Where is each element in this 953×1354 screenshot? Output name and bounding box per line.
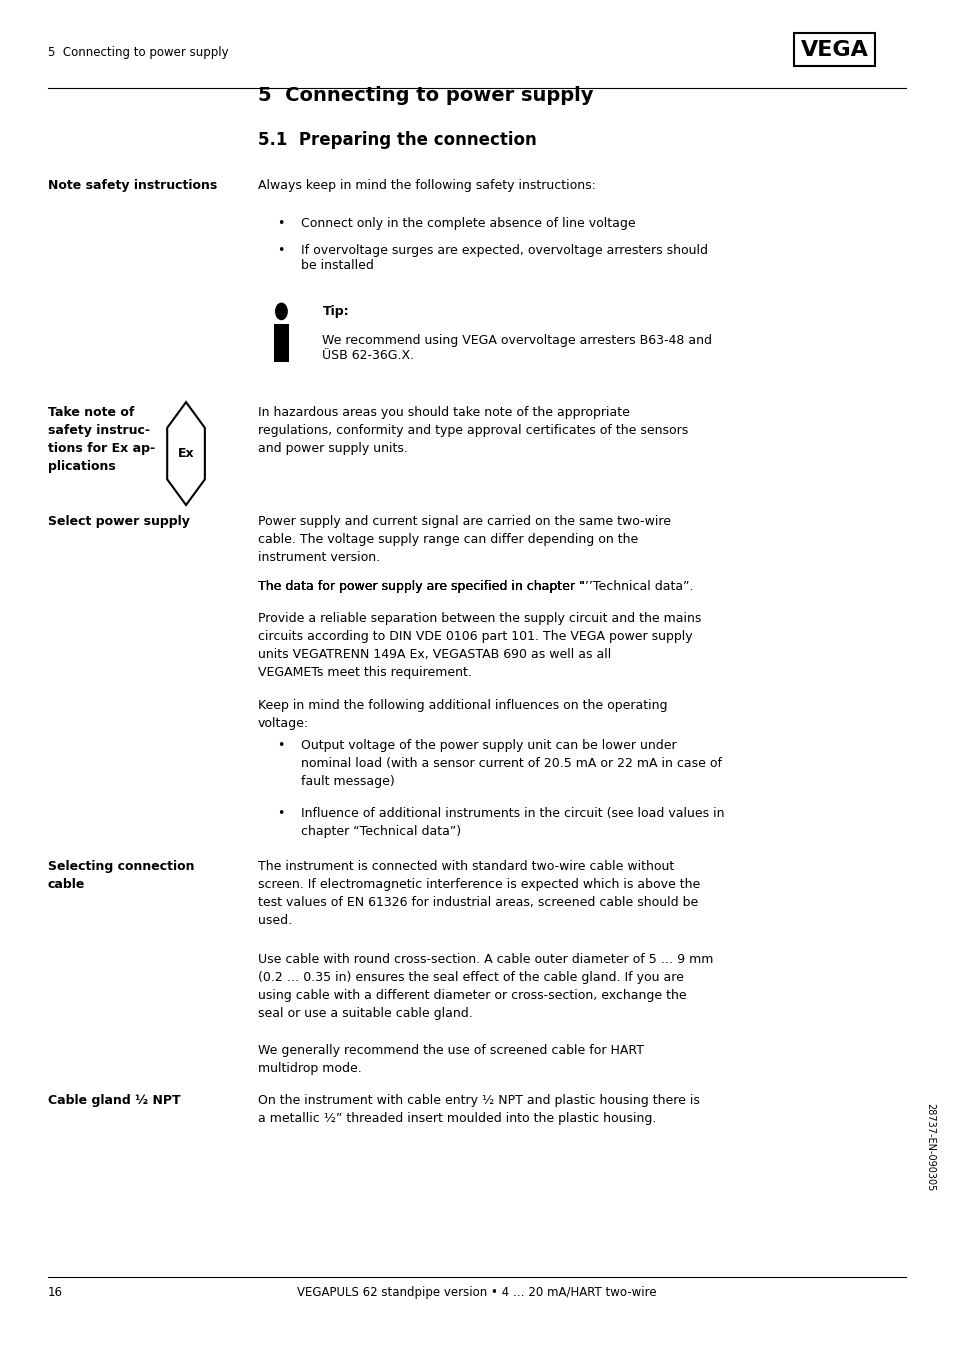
Text: 5.1  Preparing the connection: 5.1 Preparing the connection [257,131,536,149]
Text: 5  Connecting to power supply: 5 Connecting to power supply [257,87,593,106]
Text: VEGA: VEGA [800,39,868,60]
Text: •: • [276,244,284,257]
Text: Power supply and current signal are carried on the same two-wire
cable. The volt: Power supply and current signal are carr… [257,515,670,563]
Text: We recommend using VEGA overvoltage arresters B63-48 and
ÜSB 62-36G.X.: We recommend using VEGA overvoltage arre… [322,334,712,363]
Text: The data for power supply are specified in chapter ": The data for power supply are specified … [257,580,584,593]
Circle shape [275,303,287,320]
Text: Influence of additional instruments in the circuit (see load values in
chapter “: Influence of additional instruments in t… [300,807,723,838]
Text: •: • [276,217,284,230]
Text: In hazardous areas you should take note of the appropriate
regulations, conformi: In hazardous areas you should take note … [257,406,687,455]
Text: We generally recommend the use of screened cable for HART
multidrop mode.: We generally recommend the use of screen… [257,1044,643,1075]
Text: 16: 16 [48,1286,63,1300]
Text: Selecting connection
cable: Selecting connection cable [48,860,194,891]
Text: Cable gland ½ NPT: Cable gland ½ NPT [48,1094,180,1108]
Text: Ex: Ex [177,447,194,460]
Text: •: • [276,739,284,753]
Text: On the instrument with cable entry ½ NPT and plastic housing there is
a metallic: On the instrument with cable entry ½ NPT… [257,1094,699,1125]
Text: Always keep in mind the following safety instructions:: Always keep in mind the following safety… [257,179,595,192]
Text: VEGAPULS 62 standpipe version • 4 … 20 mA/HART two-wire: VEGAPULS 62 standpipe version • 4 … 20 m… [297,1286,656,1300]
Text: Provide a reliable separation between the supply circuit and the mains
circuits : Provide a reliable separation between th… [257,612,700,678]
Text: Take note of
safety instruc-
tions for Ex ap-
plications: Take note of safety instruc- tions for E… [48,406,154,473]
Text: Tip:: Tip: [322,305,349,318]
Text: •: • [276,807,284,821]
Text: Connect only in the complete absence of line voltage: Connect only in the complete absence of … [300,217,635,230]
Text: 5  Connecting to power supply: 5 Connecting to power supply [48,46,228,58]
Text: Keep in mind the following additional influences on the operating
voltage:: Keep in mind the following additional in… [257,699,666,730]
Text: Output voltage of the power supply unit can be lower under
nominal load (with a : Output voltage of the power supply unit … [300,739,720,788]
Text: If overvoltage surges are expected, overvoltage arresters should
be installed: If overvoltage surges are expected, over… [300,244,707,272]
Polygon shape [167,402,205,505]
Text: The data for power supply are specified in chapter "’’Technical data”.: The data for power supply are specified … [257,580,692,593]
Text: Use cable with round cross-section. A cable outer diameter of 5 … 9 mm
(0.2 … 0.: Use cable with round cross-section. A ca… [257,953,712,1020]
FancyBboxPatch shape [274,324,289,362]
Text: The data for power supply are specified in chapter ": The data for power supply are specified … [257,580,584,593]
Text: Select power supply: Select power supply [48,515,190,528]
Text: 28737-EN-090305: 28737-EN-090305 [924,1104,934,1192]
Text: Note safety instructions: Note safety instructions [48,179,216,192]
Text: The instrument is connected with standard two-wire cable without
screen. If elec: The instrument is connected with standar… [257,860,700,926]
